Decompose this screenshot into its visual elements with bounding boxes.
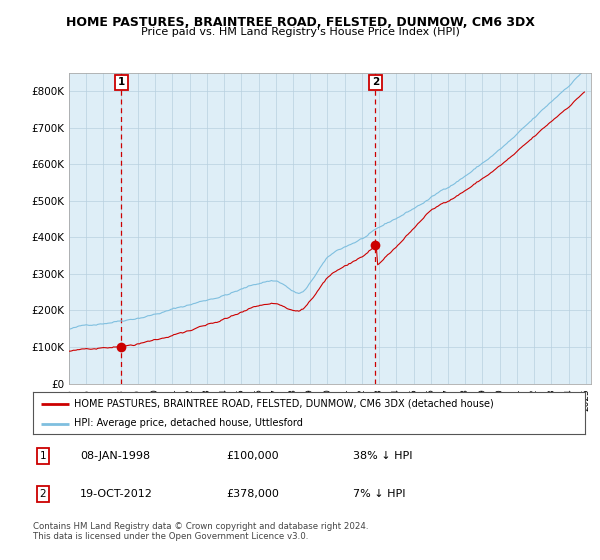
Text: £378,000: £378,000 bbox=[226, 489, 279, 499]
Text: Price paid vs. HM Land Registry's House Price Index (HPI): Price paid vs. HM Land Registry's House … bbox=[140, 27, 460, 37]
Text: 2: 2 bbox=[40, 489, 46, 499]
Text: 1: 1 bbox=[40, 451, 46, 461]
Text: £100,000: £100,000 bbox=[226, 451, 279, 461]
Text: Contains HM Land Registry data © Crown copyright and database right 2024.
This d: Contains HM Land Registry data © Crown c… bbox=[33, 522, 368, 542]
Text: 38% ↓ HPI: 38% ↓ HPI bbox=[353, 451, 413, 461]
Text: 7% ↓ HPI: 7% ↓ HPI bbox=[353, 489, 406, 499]
Text: HPI: Average price, detached house, Uttlesford: HPI: Average price, detached house, Uttl… bbox=[74, 418, 303, 428]
Text: 08-JAN-1998: 08-JAN-1998 bbox=[80, 451, 150, 461]
Text: 19-OCT-2012: 19-OCT-2012 bbox=[80, 489, 153, 499]
Text: 2: 2 bbox=[372, 77, 379, 87]
Text: HOME PASTURES, BRAINTREE ROAD, FELSTED, DUNMOW, CM6 3DX: HOME PASTURES, BRAINTREE ROAD, FELSTED, … bbox=[65, 16, 535, 29]
Text: HOME PASTURES, BRAINTREE ROAD, FELSTED, DUNMOW, CM6 3DX (detached house): HOME PASTURES, BRAINTREE ROAD, FELSTED, … bbox=[74, 399, 494, 409]
Text: 1: 1 bbox=[118, 77, 125, 87]
